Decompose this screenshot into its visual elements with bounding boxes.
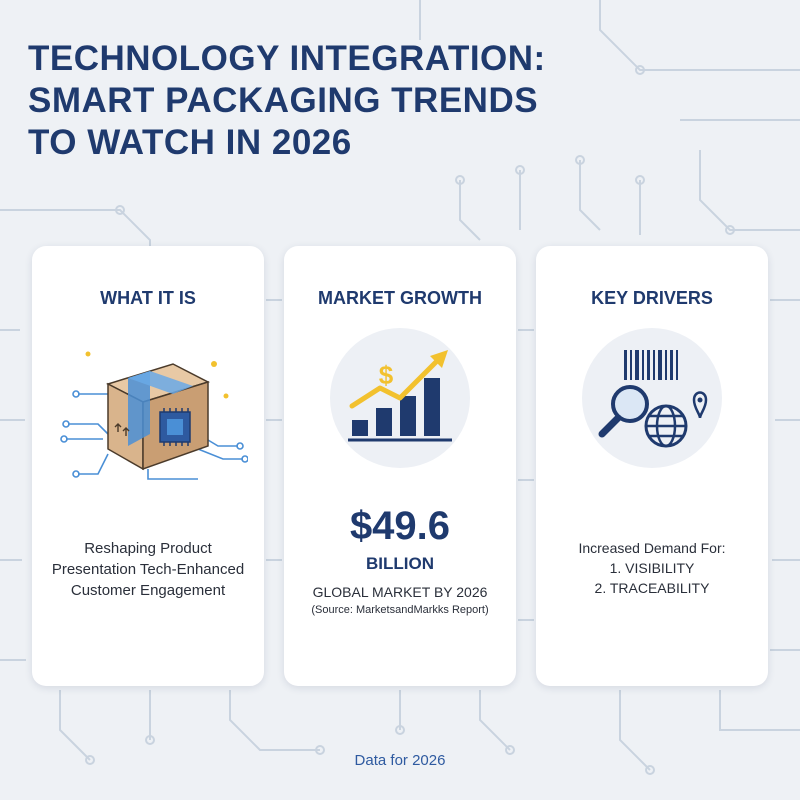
footer-note: Data for 2026	[354, 752, 446, 769]
description-line: Reshaping Product	[84, 540, 212, 557]
drivers-list: Increased Demand For: 1. VISIBILITY 2. T…	[536, 538, 768, 598]
card-market-growth: MARKET GROWTH $ $49.6 BILLION GLOBAL MAR…	[284, 246, 516, 686]
market-label: GLOBAL MARKET BY 2026	[312, 584, 488, 600]
card-heading: MARKET GROWTH	[318, 288, 482, 308]
title-line-1: TECHNOLOGY INTEGRATION:	[28, 39, 546, 78]
market-value-unit: BILLION	[366, 554, 434, 573]
description-line: Presentation Tech-Enhanced	[51, 561, 245, 578]
growth-chart-icon: $	[348, 350, 452, 442]
page-title: TECHNOLOGY INTEGRATION: SMART PACKAGING …	[28, 38, 748, 164]
market-value: $49.6	[349, 504, 451, 548]
card-key-drivers: KEY DRIVERS Increased Demand For: 1. VIS…	[536, 246, 768, 686]
dollar-sign-icon: $	[379, 360, 394, 390]
driver-item: 1. VISIBILITY	[609, 560, 695, 576]
title-line-2: SMART PACKAGING TRENDS	[28, 81, 539, 120]
drivers-intro: Increased Demand For:	[578, 540, 726, 556]
title-line-3: TO WATCH IN 2026	[28, 123, 352, 162]
traceability-icon	[598, 350, 708, 448]
smart-package-icon	[60, 351, 248, 480]
card-heading: WHAT IT IS	[100, 288, 196, 308]
card-what-it-is: WHAT IT IS	[32, 246, 264, 686]
card-heading: KEY DRIVERS	[591, 288, 713, 308]
card-description: Reshaping Product Presentation Tech-Enha…	[44, 538, 252, 601]
description-line: Customer Engagement	[70, 582, 226, 599]
source-note: (Source: MarketsandMarkks Report)	[311, 604, 489, 616]
driver-item: 2. TRACEABILITY	[594, 580, 710, 596]
